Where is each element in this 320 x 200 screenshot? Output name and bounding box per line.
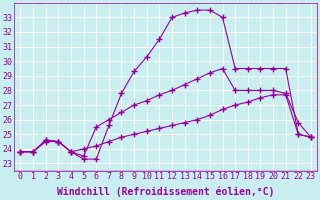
X-axis label: Windchill (Refroidissement éolien,°C): Windchill (Refroidissement éolien,°C) xyxy=(57,187,274,197)
